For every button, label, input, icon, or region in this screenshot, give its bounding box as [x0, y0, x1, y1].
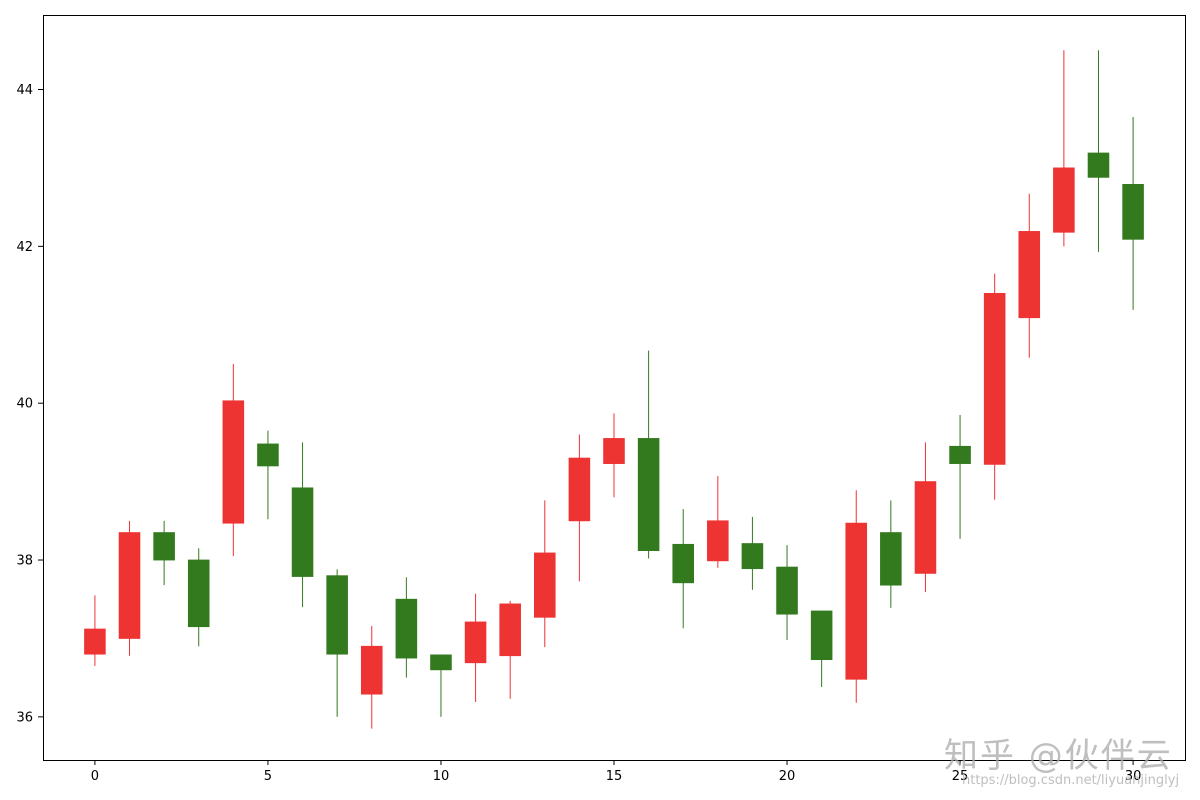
candle-body	[810, 610, 833, 661]
y-tick-label: 38	[16, 554, 33, 569]
candle-body	[949, 445, 971, 464]
candle-1	[118, 520, 141, 656]
candle-body	[1018, 231, 1041, 319]
x-tick-label: 0	[91, 769, 99, 784]
candle-23	[880, 500, 902, 608]
candle-body	[845, 522, 868, 680]
candle-14	[568, 434, 591, 582]
candle-20	[776, 545, 798, 641]
y-tick-label: 44	[16, 83, 33, 98]
candle-body	[1122, 183, 1144, 240]
x-tick-label: 25	[952, 769, 969, 784]
candle-30	[1122, 116, 1144, 310]
candle-27	[1018, 193, 1041, 358]
candle-7	[326, 569, 348, 717]
candle-13	[534, 500, 556, 648]
candle-12	[499, 600, 521, 699]
candle-body	[257, 443, 279, 467]
candle-2	[153, 520, 175, 586]
candle-10	[430, 654, 452, 717]
candle-28	[1053, 50, 1075, 247]
candle-5	[257, 430, 279, 520]
candle-body	[1053, 167, 1075, 233]
candle-body	[326, 575, 348, 655]
x-tick-label: 20	[779, 769, 796, 784]
plot-area	[84, 50, 1144, 729]
candle-body	[395, 598, 418, 659]
y-tick-label: 36	[16, 710, 33, 725]
y-tick-label: 42	[16, 240, 33, 255]
candle-body	[983, 292, 1006, 465]
candle-body	[637, 438, 660, 552]
candle-body	[672, 543, 694, 584]
x-tick-label: 10	[433, 769, 450, 784]
candle-9	[395, 577, 418, 678]
candle-body	[464, 621, 487, 664]
candle-body	[1087, 152, 1110, 178]
y-axis: 36 38 40 42 44	[16, 83, 43, 725]
x-axis: 0 5 10 15 20 25 30	[91, 760, 1142, 784]
candle-18	[707, 476, 729, 568]
candle-body	[360, 645, 383, 695]
candle-body	[84, 628, 106, 655]
candles-layer	[84, 50, 1144, 729]
candle-22	[845, 490, 868, 703]
x-tick-label: 30	[1125, 769, 1142, 784]
candle-body	[603, 438, 625, 464]
candle-body	[291, 487, 314, 577]
candle-8	[360, 625, 383, 729]
candle-11	[464, 593, 487, 702]
candle-body	[914, 481, 937, 574]
candle-body	[880, 532, 902, 586]
x-tick-label: 15	[606, 769, 623, 784]
candle-3	[187, 548, 210, 647]
candle-6	[291, 442, 314, 608]
candle-body	[568, 457, 591, 522]
candle-21	[810, 610, 833, 688]
candle-body	[430, 654, 452, 671]
candle-body	[187, 559, 210, 628]
candle-26	[983, 273, 1006, 500]
candle-body	[776, 566, 798, 615]
watermark-url: https://blog.csdn.net/liyuanjinglyj	[962, 773, 1180, 788]
axes-frame	[43, 15, 1186, 761]
candle-17	[672, 509, 694, 629]
candle-25	[949, 414, 971, 539]
candle-body	[534, 552, 556, 618]
candle-16	[637, 350, 660, 559]
x-tick-label: 5	[264, 769, 272, 784]
candle-4	[222, 363, 245, 557]
candle-24	[914, 442, 937, 593]
candle-body	[499, 603, 521, 657]
y-tick-label: 40	[16, 397, 33, 412]
candle-body	[222, 400, 245, 524]
candle-15	[603, 413, 625, 498]
candle-body	[153, 532, 175, 561]
candle-19	[741, 516, 764, 590]
candle-body	[118, 532, 141, 639]
candle-29	[1087, 50, 1110, 252]
candle-0	[84, 595, 106, 666]
candle-body	[741, 543, 764, 570]
candle-body	[707, 520, 729, 562]
watermark-text: 知乎 @伙伴云	[944, 736, 1173, 776]
